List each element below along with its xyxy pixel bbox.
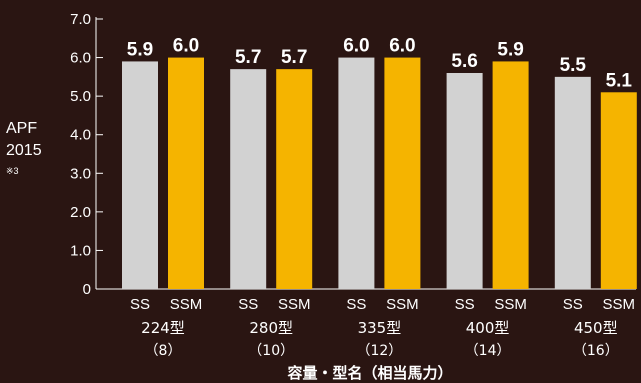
- y-tick-label: 4.0: [70, 127, 91, 144]
- y-tick-label: 0: [83, 281, 91, 298]
- y-axis-footnote-mark: ※3: [6, 166, 19, 176]
- y-tick-label: 6.0: [70, 50, 91, 67]
- bar-ss: [338, 57, 375, 290]
- y-tick-label: 3.0: [70, 165, 91, 182]
- data-label: 5.7: [281, 47, 307, 68]
- bar-ssm: [276, 69, 313, 290]
- series-tick-label: SS: [563, 296, 583, 313]
- series-tick-label: SS: [130, 296, 150, 313]
- series-tick-label: SSM: [603, 296, 636, 313]
- bar-ss: [230, 69, 267, 290]
- data-label: 5.9: [127, 39, 153, 60]
- x-axis-title: 容量・型名（相当馬力）: [286, 364, 452, 382]
- category-label: 224型: [141, 319, 185, 337]
- data-label: 6.0: [389, 36, 415, 57]
- series-tick-label: SS: [238, 296, 258, 313]
- category-sublabel: （8）: [145, 343, 182, 359]
- bar-ssm: [492, 61, 529, 289]
- bar-ss: [446, 73, 483, 289]
- y-tick-label: 2.0: [70, 204, 91, 221]
- data-label: 6.0: [343, 36, 369, 57]
- series-tick-label: SSM: [278, 296, 311, 313]
- bar-ss: [122, 61, 158, 289]
- y-tick-label: 7.0: [70, 11, 91, 28]
- category-label: 450型: [574, 319, 618, 337]
- data-label: 5.1: [606, 70, 633, 91]
- bar-ssm: [600, 92, 637, 290]
- series-tick-label: SSM: [170, 296, 203, 313]
- data-label: 5.5: [560, 55, 587, 76]
- data-label: 5.6: [451, 51, 477, 72]
- bar-ss: [554, 76, 591, 289]
- category-label: 335型: [358, 319, 402, 337]
- category-sublabel: （16）: [573, 343, 619, 359]
- series-tick-label: SSM: [494, 296, 527, 313]
- y-tick-label: 5.0: [70, 88, 91, 105]
- category-sublabel: （10）: [248, 343, 294, 359]
- y-tick-label: 1.0: [70, 242, 91, 259]
- data-label: 5.7: [235, 47, 261, 68]
- category-label: 280型: [249, 319, 293, 337]
- series-tick-label: SS: [455, 296, 475, 313]
- series-tick-label: SS: [346, 296, 366, 313]
- bar-ssm: [168, 57, 204, 290]
- data-label: 5.9: [497, 39, 523, 60]
- series-tick-label: SSM: [386, 296, 419, 313]
- category-sublabel: （14）: [465, 343, 511, 359]
- category-label: 400型: [466, 319, 510, 337]
- category-sublabel: （12）: [356, 343, 402, 359]
- y-axis-label-apf: APF: [6, 120, 38, 137]
- bar-ssm: [384, 57, 421, 290]
- y-axis-label-2015: 2015: [6, 142, 42, 159]
- data-label: 6.0: [173, 36, 199, 57]
